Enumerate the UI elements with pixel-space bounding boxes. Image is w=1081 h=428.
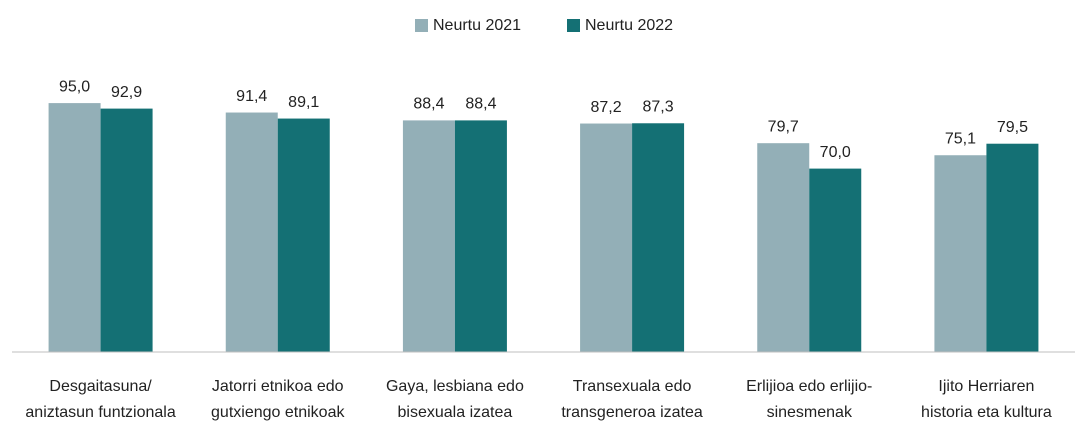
legend-label: Neurtu 2022	[585, 17, 673, 34]
legend-swatch	[567, 19, 580, 32]
value-label: 87,2	[591, 99, 622, 116]
value-label: 75,1	[945, 130, 976, 147]
x-tick-label: historia eta kultura	[921, 404, 1052, 421]
x-tick-label: bisexuala izatea	[398, 404, 513, 421]
value-label: 79,5	[997, 119, 1028, 136]
bar	[48, 103, 101, 352]
x-tick-label: aniztasun funtzionala	[25, 404, 175, 421]
bar	[632, 123, 685, 352]
x-tick-label: Gaya, lesbiana edo	[386, 378, 524, 395]
bar	[986, 143, 1039, 352]
value-label: 88,4	[413, 96, 444, 113]
x-tick-label: sinesmenak	[767, 404, 853, 421]
x-tick-label: Erlijioa edo erlijio-	[746, 378, 872, 395]
x-tick-label: transgeneroa izatea	[561, 404, 703, 421]
bar	[934, 155, 987, 352]
value-label: 91,4	[236, 88, 267, 105]
value-label: 89,1	[288, 94, 319, 111]
bar	[402, 120, 455, 352]
value-label: 95,0	[59, 78, 90, 95]
bar	[809, 168, 862, 352]
value-label: 79,7	[768, 118, 799, 135]
bar	[277, 118, 330, 352]
x-tick-label: Ijito Herriaren	[938, 378, 1034, 395]
x-tick-label: gutxiengo etnikoak	[211, 404, 345, 421]
value-label: 87,3	[643, 98, 674, 115]
x-tick-label: Jatorri etnikoa edo	[212, 378, 344, 395]
bar	[757, 143, 810, 352]
value-label: 88,4	[465, 96, 496, 113]
bar	[225, 112, 278, 352]
legend-label: Neurtu 2021	[433, 17, 521, 34]
value-label: 92,9	[111, 84, 142, 101]
value-label: 70,0	[820, 144, 851, 161]
bar	[454, 120, 507, 352]
bar	[580, 123, 633, 352]
x-tick-label: Desgaitasuna/	[49, 378, 152, 395]
x-tick-label: Transexuala edo	[573, 378, 692, 395]
legend-swatch	[415, 19, 428, 32]
bar	[100, 108, 153, 353]
